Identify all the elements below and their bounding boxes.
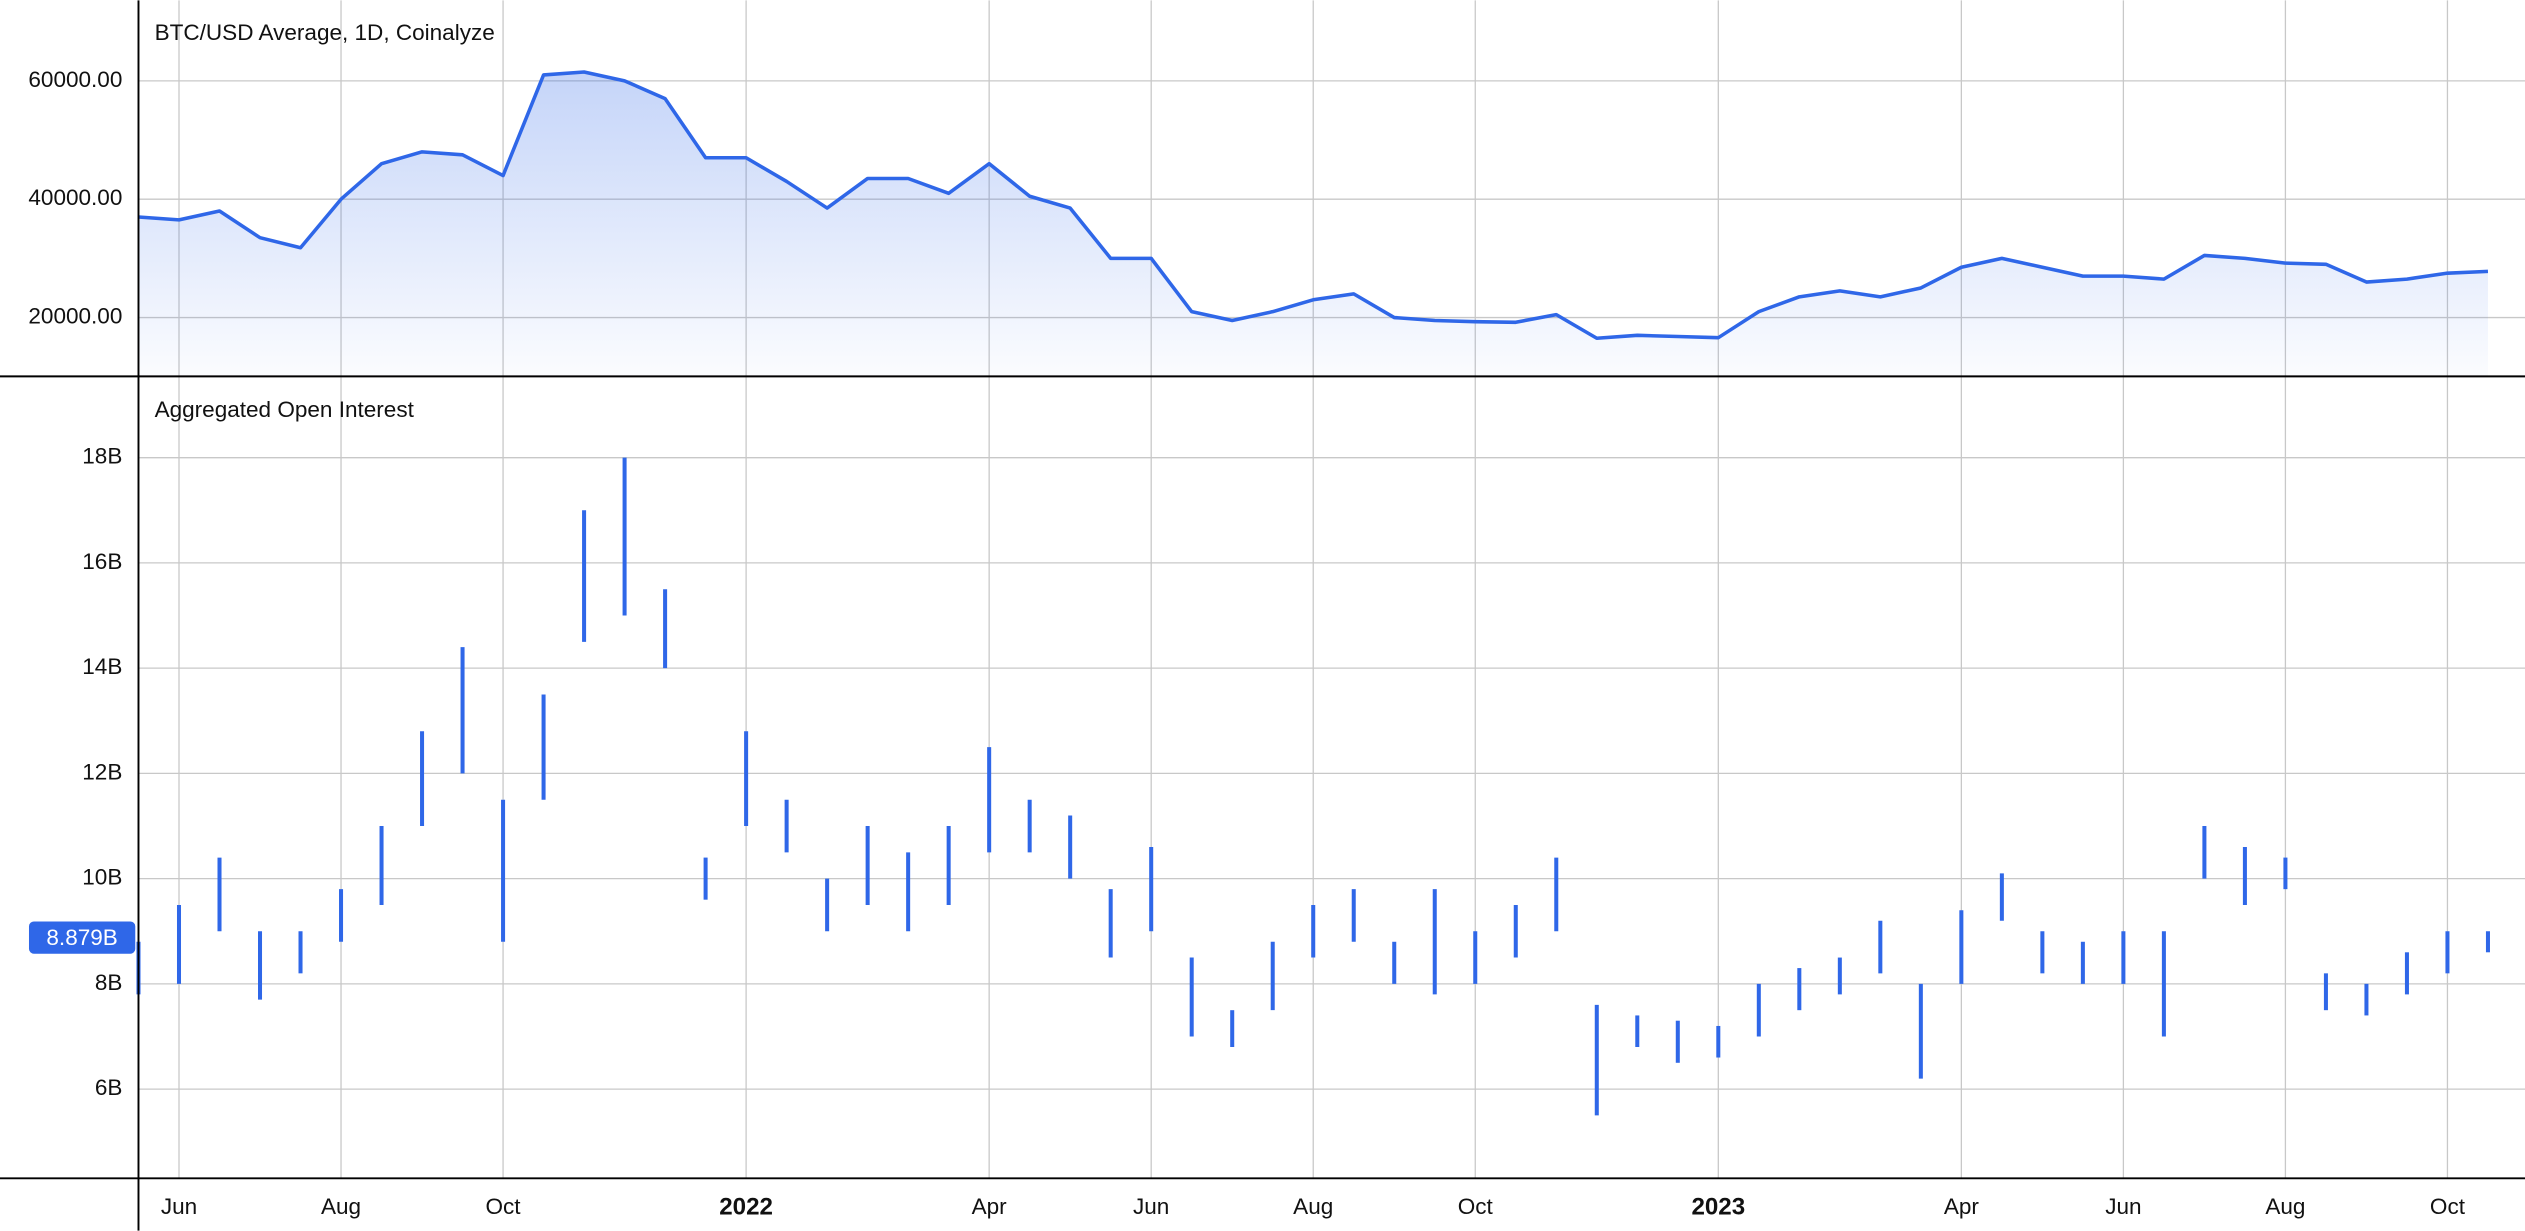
y-tick-label: 40000.00 [28, 185, 122, 210]
y-tick-label: 8B [95, 970, 123, 995]
x-tick-label: Jun [1133, 1194, 1169, 1219]
price-line [138, 70, 2489, 341]
x-tick-label: Jun [161, 1194, 197, 1219]
y-tick-label: 20000.00 [28, 304, 122, 329]
last-value-badge [28, 921, 136, 954]
pane-title: Aggregated Open Interest [155, 397, 415, 422]
x-tick-label: Aug [1293, 1194, 1333, 1219]
y-tick-label: 14B [82, 654, 122, 679]
pane-title: BTC/USD Average, 1D, Coinalyze [155, 20, 495, 45]
y-tick-label: 18B [82, 444, 122, 469]
x-tick-label: Apr [972, 1194, 1008, 1219]
y-tick-label: 10B [82, 865, 122, 890]
y-tick-label: 12B [82, 759, 122, 784]
price-area [138, 71, 2488, 376]
x-tick-label: Aug [2265, 1194, 2305, 1219]
x-tick-label: Oct [486, 1194, 522, 1219]
x-tick-label: Aug [321, 1194, 361, 1219]
last-value-label: 8.879B [46, 925, 117, 950]
x-tick-label: Oct [2430, 1194, 2466, 1219]
x-tick-label: 2023 [1691, 1193, 1745, 1220]
y-tick-label: 6B [95, 1075, 123, 1100]
y-tick-label: 16B [82, 549, 122, 574]
x-tick-label: Jun [2105, 1194, 2141, 1219]
x-tick-label: 2022 [719, 1193, 773, 1220]
x-tick-label: Oct [1458, 1194, 1494, 1219]
y-tick-label: 60000.00 [28, 67, 122, 92]
x-tick-label: Apr [1944, 1194, 1980, 1219]
